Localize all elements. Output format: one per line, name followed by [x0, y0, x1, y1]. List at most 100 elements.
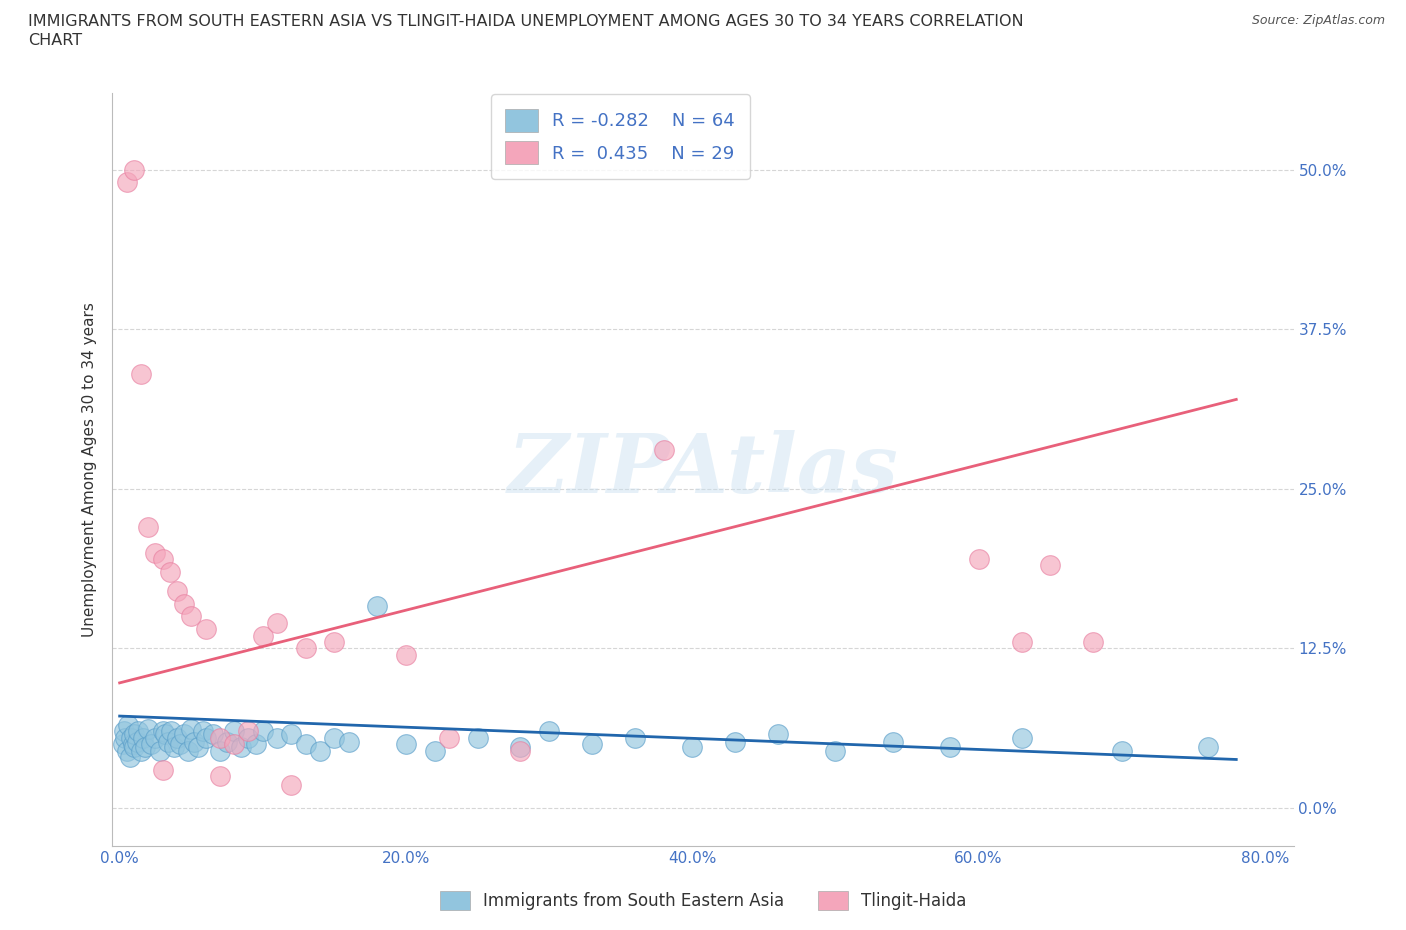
Point — [191, 724, 214, 738]
Point — [467, 730, 489, 745]
Point — [824, 743, 846, 758]
Point — [115, 175, 138, 190]
Text: Source: ZipAtlas.com: Source: ZipAtlas.com — [1251, 14, 1385, 27]
Point — [208, 768, 231, 783]
Point — [139, 737, 162, 751]
Point — [238, 730, 260, 745]
Point — [115, 743, 138, 758]
Point — [724, 734, 747, 749]
Point — [337, 734, 360, 749]
Point — [145, 545, 167, 560]
Point — [169, 737, 191, 751]
Point — [131, 730, 153, 745]
Point — [194, 730, 217, 745]
Point — [538, 724, 561, 738]
Point — [187, 739, 209, 754]
Point — [136, 722, 159, 737]
Point — [152, 551, 174, 566]
Point — [194, 622, 217, 637]
Text: ZIPAtlas: ZIPAtlas — [508, 430, 898, 510]
Point — [136, 520, 159, 535]
Point — [173, 726, 195, 741]
Point — [166, 730, 188, 745]
Point — [624, 730, 647, 745]
Point — [122, 162, 145, 177]
Point — [163, 739, 186, 754]
Point — [509, 743, 531, 758]
Point — [423, 743, 446, 758]
Point — [681, 739, 703, 754]
Text: IMMIGRANTS FROM SOUTH EASTERN ASIA VS TLINGIT-HAIDA UNEMPLOYMENT AMONG AGES 30 T: IMMIGRANTS FROM SOUTH EASTERN ASIA VS TL… — [28, 14, 1024, 29]
Point — [201, 726, 224, 741]
Point — [208, 743, 231, 758]
Point — [118, 750, 141, 764]
Point — [122, 726, 145, 741]
Legend: R = -0.282    N = 64, R =  0.435    N = 29: R = -0.282 N = 64, R = 0.435 N = 29 — [491, 95, 749, 179]
Point — [882, 734, 904, 749]
Point — [166, 583, 188, 598]
Point — [294, 737, 316, 751]
Point — [366, 599, 388, 614]
Point — [152, 724, 174, 738]
Point — [160, 724, 183, 738]
Point — [1197, 739, 1219, 754]
Y-axis label: Unemployment Among Ages 30 to 34 years: Unemployment Among Ages 30 to 34 years — [82, 302, 97, 637]
Point — [112, 724, 135, 738]
Point — [159, 565, 181, 579]
Point — [111, 737, 134, 751]
Point — [120, 730, 142, 745]
Point — [280, 777, 302, 792]
Point — [652, 443, 675, 458]
Point — [117, 718, 139, 733]
Point — [1011, 634, 1033, 649]
Point — [129, 366, 152, 381]
Legend: Immigrants from South Eastern Asia, Tlingit-Haida: Immigrants from South Eastern Asia, Tlin… — [433, 884, 973, 917]
Point — [939, 739, 962, 754]
Point — [323, 634, 346, 649]
Point — [121, 737, 143, 751]
Point — [266, 616, 288, 631]
Point — [114, 730, 136, 745]
Point — [252, 724, 274, 738]
Point — [224, 724, 246, 738]
Point — [437, 730, 460, 745]
Point — [245, 737, 267, 751]
Point — [395, 647, 418, 662]
Point — [215, 734, 238, 749]
Point — [1039, 558, 1062, 573]
Point — [183, 734, 205, 749]
Point — [127, 724, 149, 738]
Point — [145, 730, 167, 745]
Point — [509, 739, 531, 754]
Point — [177, 743, 200, 758]
Point — [280, 726, 302, 741]
Point — [134, 739, 156, 754]
Point — [125, 734, 148, 749]
Point — [266, 730, 288, 745]
Point — [129, 743, 152, 758]
Point — [208, 730, 231, 745]
Point — [173, 596, 195, 611]
Point — [1081, 634, 1104, 649]
Point — [180, 722, 202, 737]
Point — [1011, 730, 1033, 745]
Point — [1111, 743, 1133, 758]
Point — [224, 737, 246, 751]
Point — [323, 730, 346, 745]
Point — [157, 734, 180, 749]
Point — [152, 763, 174, 777]
Point — [231, 739, 253, 754]
Point — [766, 726, 789, 741]
Point — [967, 551, 990, 566]
Point — [309, 743, 332, 758]
Point — [180, 609, 202, 624]
Point — [122, 739, 145, 754]
Point — [581, 737, 603, 751]
Point — [238, 724, 260, 738]
Point — [155, 726, 177, 741]
Text: CHART: CHART — [28, 33, 82, 47]
Point — [395, 737, 418, 751]
Point — [149, 743, 172, 758]
Point — [252, 628, 274, 643]
Point — [294, 641, 316, 656]
